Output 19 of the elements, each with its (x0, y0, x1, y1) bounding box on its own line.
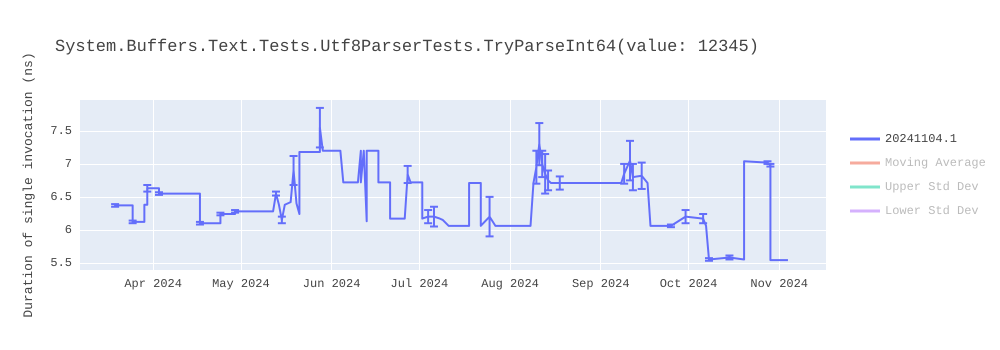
y-tick-label: 6.5 (50, 190, 72, 204)
y-tick-label: 5.5 (50, 256, 72, 270)
y-tick-label: 6 (64, 222, 72, 237)
legend-label: Upper Std Dev (885, 180, 979, 194)
legend-label: 20241104.1 (885, 132, 958, 146)
x-tick-label: Aug 2024 (481, 277, 539, 291)
chart-title: System.Buffers.Text.Tests.Utf8ParserTests.TryParseInt64(value: 12345) (55, 38, 759, 57)
legend-label: Moving Average (885, 156, 986, 170)
x-tick-label: Nov 2024 (750, 277, 808, 291)
x-tick-label: Jun 2024 (302, 277, 360, 291)
x-tick-label: Oct 2024 (660, 277, 718, 291)
legend-label: Lower Std Dev (885, 204, 979, 218)
y-tick-label: 7 (64, 156, 72, 171)
x-tick-label: Sep 2024 (572, 277, 630, 291)
x-tick-label: Apr 2024 (124, 277, 182, 291)
x-tick-label: Jul 2024 (390, 277, 448, 291)
y-axis-title: Duration of single invocation (ns) (21, 52, 36, 318)
y-tick-label: 7.5 (50, 124, 72, 138)
x-tick-label: May 2024 (212, 277, 270, 291)
